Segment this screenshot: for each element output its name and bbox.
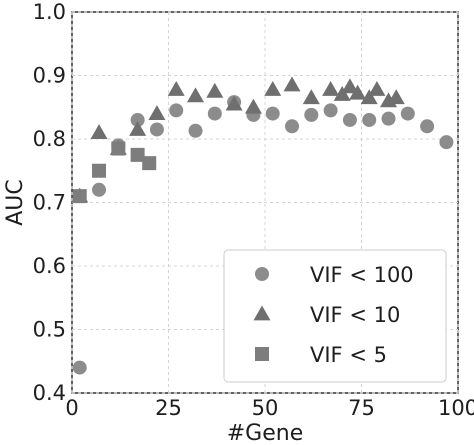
y-tick-label: 0.6 (33, 254, 66, 278)
data-point (92, 182, 107, 197)
ticks: 0 25 50 75 100 0.4 0.5 0.6 0.7 0.8 0.9 1.0 (33, 0, 474, 420)
y-tick-label: 1.0 (33, 0, 66, 24)
x-tick-label: 75 (348, 396, 375, 420)
y-tick-label: 0.7 (33, 191, 66, 215)
data-point (387, 89, 405, 105)
data-point (111, 141, 126, 156)
data-point (283, 76, 301, 92)
legend-item: VIF < 10 (253, 303, 400, 327)
data-point (142, 156, 157, 171)
data-point (322, 80, 340, 96)
data-point (148, 105, 166, 120)
legend-item: VIF < 5 (255, 343, 387, 367)
legend-marker (255, 267, 269, 281)
x-axis-label: #Gene (227, 421, 304, 445)
data-point (264, 80, 282, 96)
data-point (341, 78, 359, 94)
data-point (92, 163, 107, 178)
y-tick-label: 0.4 (33, 381, 66, 405)
data-point (342, 112, 357, 127)
legend-marker (253, 305, 271, 321)
data-point (188, 123, 203, 138)
data-point (333, 86, 351, 101)
data-point (285, 119, 300, 134)
data-point (244, 98, 262, 114)
x-tick-label: 100 (438, 396, 474, 420)
x-tick-label: 50 (252, 396, 279, 420)
legend: VIF < 100 VIF < 10 VIF < 5 (223, 249, 447, 383)
legend-marker (255, 347, 269, 361)
data-point (349, 84, 367, 100)
data-point (129, 120, 147, 136)
x-tick-label: 0 (65, 396, 78, 420)
data-point (207, 106, 222, 121)
x-tick-label: 25 (155, 396, 182, 420)
data-point (265, 106, 280, 121)
series-square (72, 141, 157, 204)
data-point (225, 95, 243, 111)
data-point (130, 147, 145, 162)
y-axis-label: AUC (3, 179, 28, 226)
legend-label: VIF < 10 (310, 303, 400, 327)
data-point (187, 87, 205, 103)
y-tick-label: 0.5 (33, 318, 66, 342)
data-point (323, 103, 338, 118)
data-point (381, 111, 396, 126)
data-point (167, 80, 185, 96)
data-point (72, 360, 87, 375)
legend-box (223, 249, 447, 383)
data-point (439, 135, 454, 150)
data-point (360, 89, 378, 105)
data-point (362, 112, 377, 127)
data-point (149, 122, 164, 137)
y-tick-label: 0.8 (33, 127, 66, 151)
data-point (72, 189, 87, 204)
data-point (90, 124, 108, 140)
data-point (302, 89, 320, 105)
legend-label: VIF < 100 (310, 263, 414, 287)
legend-item: VIF < 100 (255, 263, 414, 287)
data-point (368, 80, 386, 96)
y-tick-label: 0.9 (33, 64, 66, 88)
series-layer (71, 76, 454, 375)
legend-label: VIF < 5 (310, 343, 387, 367)
data-point (420, 119, 435, 134)
series-circle (72, 95, 454, 375)
data-point (304, 107, 319, 122)
data-point (206, 82, 224, 98)
data-point (169, 103, 184, 118)
data-point (400, 106, 415, 121)
data-point (130, 112, 145, 127)
